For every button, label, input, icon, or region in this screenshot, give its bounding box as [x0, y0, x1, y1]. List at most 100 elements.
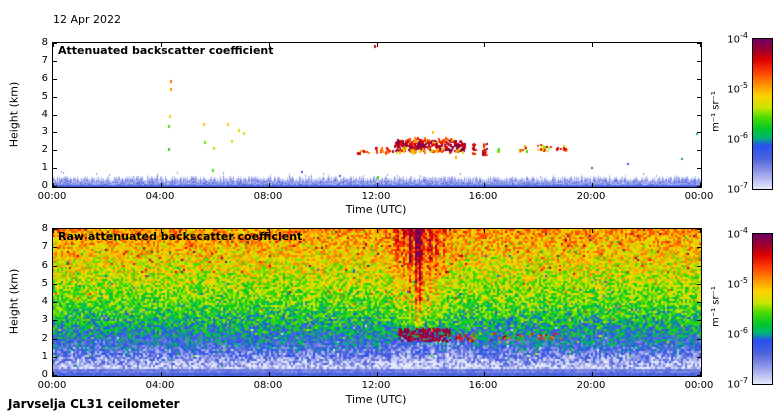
colorbar-tick-label: 10-4 [727, 31, 748, 46]
tick-mark [53, 79, 57, 80]
panel-title: Attenuated backscatter coefficient [58, 44, 274, 57]
tick-mark [53, 375, 57, 376]
tick-mark [161, 183, 162, 187]
colorbar-bottom [752, 233, 773, 385]
top-panel: Attenuated backscatter coefficient [52, 42, 702, 188]
tick-mark [697, 284, 701, 285]
tick-mark [53, 266, 57, 267]
tick-mark [592, 229, 593, 233]
tick-mark [53, 302, 57, 303]
x-tick-label: 16:00 [468, 380, 498, 391]
tick-mark [53, 357, 57, 358]
x-tick-label: 00:00 [37, 380, 67, 391]
tick-mark [697, 79, 701, 80]
tick-mark [697, 168, 701, 169]
tick-mark [697, 186, 701, 187]
tick-mark [484, 43, 485, 47]
tick-mark [592, 43, 593, 47]
x-axis-label: Time (UTC) [345, 393, 407, 406]
y-tick-label: 4 [41, 109, 48, 120]
tick-mark [377, 183, 378, 187]
tick-mark [53, 97, 57, 98]
tick-mark [269, 183, 270, 187]
y-tick-label: 0 [41, 369, 48, 380]
tick-mark [53, 43, 54, 47]
x-tick-label: 04:00 [145, 380, 175, 391]
colorbar-tick-label: 10-6 [727, 131, 748, 146]
colorbar-tick-label: 10-6 [727, 326, 748, 341]
tick-mark [161, 372, 162, 376]
tick-mark [697, 375, 701, 376]
tick-mark [697, 97, 701, 98]
tick-mark [484, 183, 485, 187]
tick-mark [269, 43, 270, 47]
y-tick-label: 1 [41, 351, 48, 362]
tick-mark [53, 150, 57, 151]
top-panel-heatmap [53, 43, 701, 187]
tick-mark [53, 284, 57, 285]
x-tick-label: 20:00 [576, 380, 606, 391]
tick-mark [697, 115, 701, 116]
tick-mark [53, 339, 57, 340]
colorbar-top [752, 38, 773, 190]
x-tick-label: 12:00 [361, 380, 391, 391]
y-tick-label: 2 [41, 333, 48, 344]
tick-mark [484, 229, 485, 233]
x-tick-label: 08:00 [253, 191, 283, 202]
tick-mark [377, 229, 378, 233]
tick-mark [53, 320, 57, 321]
colorbar-tick-label: 10-4 [727, 226, 748, 241]
tick-mark [700, 183, 701, 187]
colorbar-tick-label: 10-5 [727, 81, 748, 96]
x-tick-label: 00:00 [684, 380, 714, 391]
tick-mark [697, 320, 701, 321]
colorbar-gradient [753, 39, 772, 189]
tick-mark [161, 43, 162, 47]
tick-mark [269, 372, 270, 376]
y-axis-label: Height (km) [7, 268, 21, 335]
tick-mark [53, 115, 57, 116]
tick-mark [697, 61, 701, 62]
tick-mark [700, 229, 701, 233]
tick-mark [53, 229, 57, 230]
y-tick-label: 2 [41, 144, 48, 155]
tick-mark [697, 266, 701, 267]
y-axis-label: Height (km) [7, 81, 21, 148]
tick-mark [53, 168, 57, 169]
colorbar-gradient [753, 234, 772, 384]
y-tick-label: 3 [41, 126, 48, 137]
instrument-label: Jarvselja CL31 ceilometer [8, 397, 180, 411]
y-tick-label: 4 [41, 296, 48, 307]
tick-mark [592, 183, 593, 187]
tick-mark [592, 372, 593, 376]
x-tick-label: 16:00 [468, 191, 498, 202]
colorbar-tick-label: 10-7 [727, 376, 748, 391]
tick-mark [697, 247, 701, 248]
tick-mark [53, 372, 54, 376]
tick-mark [697, 43, 701, 44]
x-tick-label: 08:00 [253, 380, 283, 391]
x-tick-label: 12:00 [361, 191, 391, 202]
bottom-panel-heatmap [53, 229, 701, 376]
x-tick-label: 04:00 [145, 191, 175, 202]
x-axis-label: Time (UTC) [345, 203, 407, 216]
x-tick-label: 00:00 [684, 191, 714, 202]
tick-mark [53, 247, 57, 248]
x-tick-label: 20:00 [576, 191, 606, 202]
tick-mark [53, 43, 57, 44]
tick-mark [53, 132, 57, 133]
tick-mark [697, 229, 701, 230]
tick-mark [697, 302, 701, 303]
tick-mark [700, 43, 701, 47]
tick-mark [53, 229, 54, 233]
tick-mark [53, 186, 57, 187]
bottom-panel: Raw attenuated backscatter coefficient [52, 228, 702, 377]
tick-mark [697, 132, 701, 133]
y-tick-label: 8 [41, 37, 48, 48]
tick-mark [700, 372, 701, 376]
tick-mark [697, 357, 701, 358]
y-tick-label: 1 [41, 162, 48, 173]
y-tick-label: 0 [41, 180, 48, 191]
colorbar-tick-label: 10-7 [727, 181, 748, 196]
